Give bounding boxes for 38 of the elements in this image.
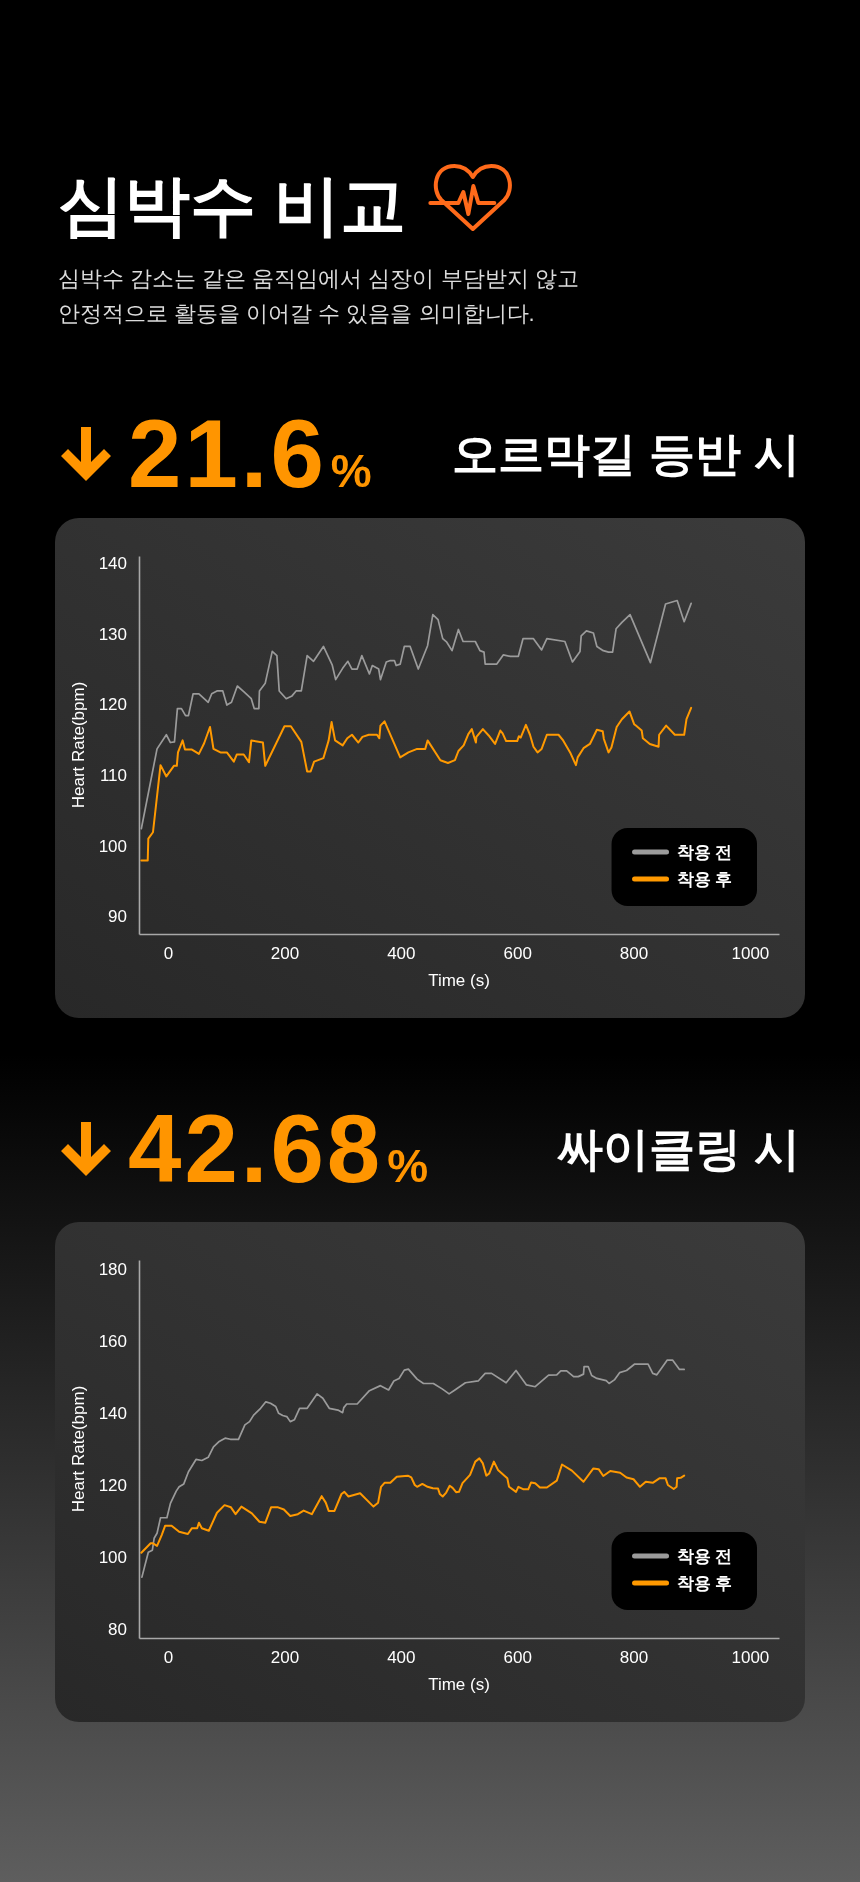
y-tick-label: 80 <box>108 1619 127 1639</box>
y-axis-title: Heart Rate(bpm) <box>68 681 88 809</box>
text: 21.6% <box>128 400 375 507</box>
text: 심박수 감소는 같은 움직임에서 심장이 부담받지 않고 안정적으로 활동을 이어갈 수 있음을 의미합니다. <box>58 265 580 328</box>
legend-label: 착용 전 <box>676 1547 733 1565</box>
y-tick-label: 140 <box>98 554 127 574</box>
chart-title: 오르막길 등반 시 <box>452 428 800 480</box>
y-axis-title: Heart Rate(bpm) <box>68 1385 88 1513</box>
x-tick-label: 800 <box>619 944 649 964</box>
x-tick-label: 400 <box>387 1648 416 1668</box>
x-axis-title: Time (s) <box>428 1675 490 1694</box>
x-tick-label: 800 <box>619 1648 649 1668</box>
y-tick-label: 140 <box>98 1403 127 1423</box>
y-tick-label: 130 <box>98 624 127 644</box>
x-tick-label: 200 <box>270 1648 300 1668</box>
y-tick-label: 90 <box>108 907 127 927</box>
text: 42.68% <box>128 1095 432 1202</box>
x-tick-label: 400 <box>387 944 416 964</box>
y-tick-label: 160 <box>98 1331 127 1351</box>
text: 심박수 비교 <box>58 168 407 242</box>
x-tick-label: 0 <box>163 1648 174 1668</box>
legend-label: 착용 후 <box>676 1574 733 1592</box>
x-tick-label: 1000 <box>731 944 770 964</box>
x-tick-label: 1000 <box>731 1648 770 1668</box>
y-tick-label: 100 <box>98 836 127 856</box>
y-tick-label: 120 <box>98 695 127 715</box>
legend-label: 착용 후 <box>676 870 733 888</box>
x-tick-label: 200 <box>270 944 300 964</box>
x-tick-label: 600 <box>503 1648 532 1668</box>
x-tick-label: 0 <box>163 944 174 964</box>
y-tick-label: 110 <box>99 765 127 785</box>
chart-title: 싸이클링 시 <box>557 1123 800 1175</box>
y-tick-label: 120 <box>98 1475 127 1495</box>
y-tick-label: 180 <box>98 1259 127 1279</box>
x-tick-label: 600 <box>503 944 532 964</box>
x-axis-title: Time (s) <box>428 971 490 990</box>
y-tick-label: 100 <box>98 1547 127 1567</box>
legend-label: 착용 전 <box>676 843 733 861</box>
